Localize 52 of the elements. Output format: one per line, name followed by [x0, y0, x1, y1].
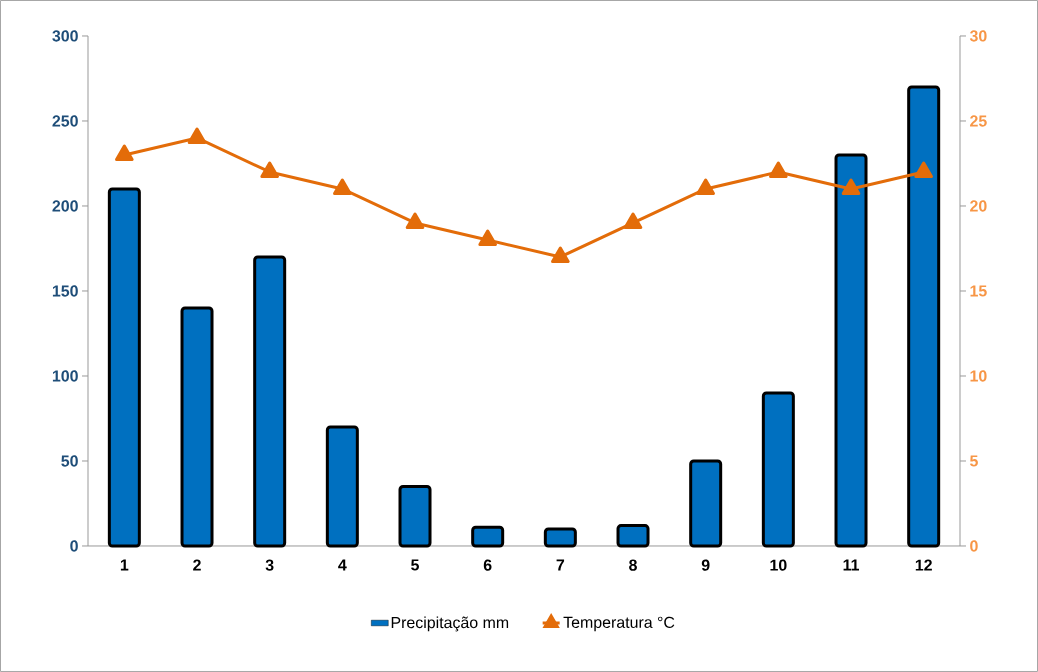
- point: [841, 178, 861, 195]
- x-tick-label: 12: [915, 559, 932, 571]
- point: [623, 212, 643, 229]
- point: [478, 229, 497, 246]
- point: [187, 127, 207, 144]
- x-tick-label: 11: [843, 559, 859, 571]
- point: [115, 144, 134, 161]
- point: [551, 246, 570, 263]
- bar: [253, 255, 287, 548]
- bar: [761, 391, 795, 548]
- x-tick-label: 6: [483, 559, 492, 571]
- x-tick-label: 10: [770, 559, 787, 571]
- legend-label: Temperatura °C: [563, 616, 675, 632]
- bar: [398, 484, 432, 548]
- x-tick-label: 9: [701, 559, 710, 571]
- x-tick-label: 4: [338, 559, 347, 571]
- y2-tick-label: 15: [970, 285, 987, 297]
- point: [769, 161, 788, 178]
- x-tick-label: 3: [265, 559, 274, 571]
- bar: [689, 459, 723, 548]
- bar: [907, 85, 941, 548]
- y2-tick-label: 20: [970, 200, 987, 212]
- point: [696, 178, 715, 195]
- bar: [325, 425, 359, 548]
- x-tick-label: 1: [120, 559, 129, 571]
- bar: [543, 527, 577, 548]
- y-tick-label: 0: [70, 540, 78, 552]
- point: [405, 212, 425, 229]
- y-tick-label: 200: [52, 200, 78, 212]
- y-tick-label: 100: [52, 370, 78, 382]
- x-tick-label: 5: [411, 559, 419, 571]
- y-tick-label: 300: [52, 30, 78, 42]
- point: [914, 161, 933, 178]
- y2-tick-label: 25: [970, 115, 987, 127]
- y-tick-label: 150: [52, 285, 78, 297]
- bar: [107, 187, 141, 548]
- y2-tick-label: 0: [970, 540, 978, 552]
- y2-tick-label: 30: [969, 30, 987, 42]
- y-tick-label: 250: [52, 115, 78, 127]
- bar: [471, 525, 505, 548]
- bar: [834, 153, 868, 548]
- legend-label: Precipitação mm: [391, 616, 509, 632]
- point: [333, 178, 352, 195]
- x-tick-label: 2: [193, 559, 201, 571]
- x-tick-label: 8: [629, 559, 637, 571]
- y-tick-label: 50: [61, 455, 78, 467]
- point: [260, 161, 279, 178]
- bar: [616, 524, 650, 548]
- x-tick-label: 7: [556, 559, 565, 571]
- y2-tick-label: 10: [970, 370, 987, 382]
- y2-tick-label: 5: [970, 455, 978, 467]
- bar: [180, 306, 214, 548]
